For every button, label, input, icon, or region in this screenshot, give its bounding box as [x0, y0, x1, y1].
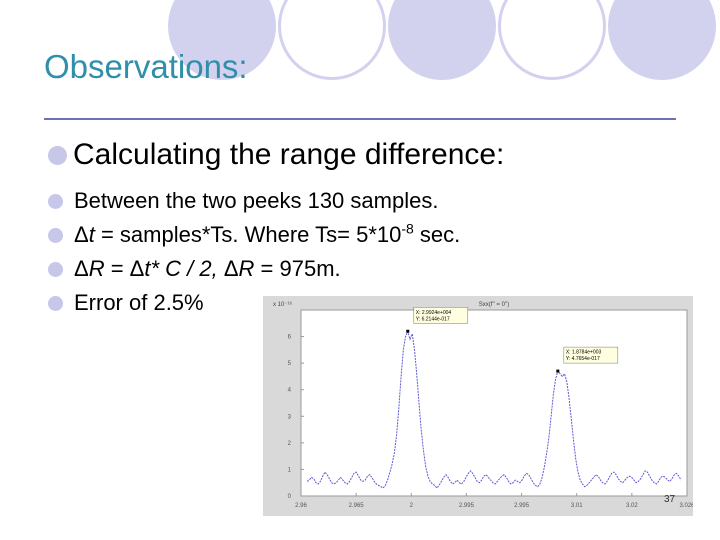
decor-circle-5: [608, 0, 716, 80]
bullet-text-superscript: -8: [401, 220, 414, 237]
bullet-item: Between the two peeks 130 samples.: [48, 184, 688, 218]
chart-title: Sxx(f'' = 0''): [479, 302, 509, 308]
y-tick-label: 4: [288, 388, 292, 394]
bullet-item: Δt = samples*Ts. Where Ts= 5*10-8 sec.: [48, 218, 688, 252]
decor-circle-2: [278, 0, 386, 80]
bullet-item: Error of 2.5%: [48, 286, 688, 320]
bullet-dot-icon: [48, 227, 63, 243]
bullet-main: Calculating the range difference:: [48, 132, 688, 178]
bullet-dot-icon: [48, 295, 63, 311]
datatip-x-label: X: 1.8784e+003: [566, 350, 602, 356]
chart-svg: Sxx(f'' = 0'') x 10⁻¹⁶ 6 5 4 3 2 1 02.96 2.965 2 2.…: [273, 301, 693, 509]
datatip-y-label: Y: 4.7654e-017: [566, 356, 600, 362]
datatip-box: [413, 307, 469, 324]
bullet-text: ΔR = Δt* C / 2, ΔR = 975m.: [74, 256, 341, 282]
x-tick-label: 2.96: [295, 503, 307, 509]
bullet-dot-icon: [48, 145, 67, 165]
bullet-text-part: sec.: [413, 222, 461, 247]
bullet-dot-icon: [48, 193, 63, 209]
decor-circle-3: [388, 0, 496, 80]
datatip-y-label: Y: 6.2144e-017: [416, 316, 450, 322]
series-line: [306, 329, 682, 489]
slide-title: Observations:: [44, 48, 248, 85]
bullet-text: Error of 2.5%: [74, 290, 204, 315]
bullet-list: Calculating the range difference: Betwee…: [48, 132, 688, 320]
datatip-box: [563, 346, 619, 364]
x-tick-label: 3.026: [679, 503, 693, 509]
page-number: 37: [664, 494, 676, 505]
x-tick-label: 2.995: [514, 503, 530, 509]
title-divider: [44, 118, 676, 120]
bullet-item: ΔR = Δt* C / 2, ΔR = 975m.: [48, 252, 688, 286]
x-tick-label: 3.02: [626, 503, 638, 509]
bullet-text-part: R: [88, 256, 105, 281]
decor-circle-4: [498, 0, 606, 80]
bullet-text-part: Δ: [74, 256, 89, 281]
y-tick-label: 3: [288, 414, 292, 420]
bullet-main-text: Calculating the range difference:: [73, 138, 505, 171]
plot-axes-box: [300, 309, 688, 497]
bullet-text-part: = 975m.: [254, 256, 341, 281]
y-tick-label: 1: [288, 467, 292, 473]
datatip-x-label: X: 2.9924e+004: [416, 310, 452, 316]
y-tick-label: 5: [288, 361, 292, 367]
bullet-text-part: t* C / 2,: [144, 256, 218, 281]
bullet-text-part: = Δ: [104, 256, 145, 281]
x-tick-label: 2.965: [349, 503, 365, 509]
y-tick-label: 0: [288, 494, 292, 500]
bullet-text-part: t: [88, 222, 95, 247]
data-cursor-marker: [556, 369, 560, 373]
bullet-dot-icon: [48, 261, 63, 277]
bullet-text: Between the two peeks 130 samples.: [74, 188, 439, 213]
plot-figure: Sxx(f'' = 0'') x 10⁻¹⁶ 6 5 4 3 2 1 0 2.96 2.965 2 2.…: [263, 296, 693, 516]
bullet-text-part: = samples*Ts. Where Ts= 5*10: [94, 222, 402, 247]
y-tick-label: 6: [288, 335, 292, 341]
x-tick-label: 3.01: [571, 503, 583, 509]
bullet-text-part: R: [238, 256, 255, 281]
bullet-text-part: Δ: [74, 222, 89, 247]
x-tick-label: 2: [410, 503, 414, 509]
bullet-text: Δt = samples*Ts. Where Ts= 5*10-8 sec.: [74, 222, 460, 248]
y-tick-label: 2: [288, 441, 292, 447]
data-cursor-marker: [406, 329, 410, 333]
x-tick-label: 2.995: [459, 503, 475, 509]
bullet-text-part: Δ: [217, 256, 239, 281]
y-exponent-label: x 10⁻¹⁶: [273, 301, 293, 308]
